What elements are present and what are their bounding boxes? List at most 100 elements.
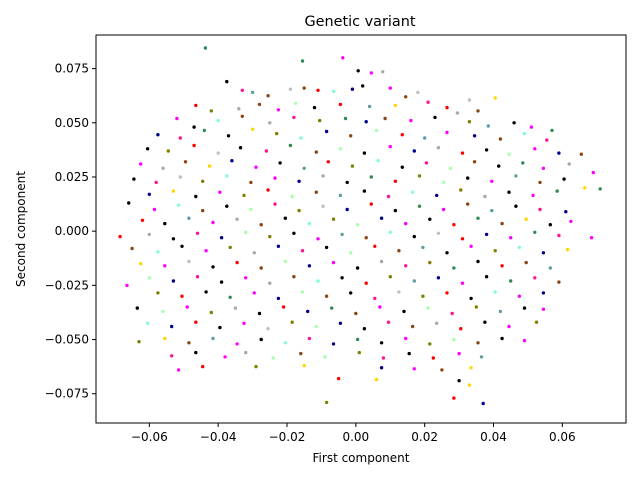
data-point-76 — [314, 150, 318, 154]
data-point-171 — [259, 223, 263, 227]
plot-area-frame — [95, 34, 627, 424]
data-point-325 — [428, 342, 432, 346]
data-point-300 — [242, 321, 246, 325]
data-point-140 — [410, 190, 415, 194]
data-point-344 — [201, 364, 205, 369]
x-axis-title: First component — [313, 451, 410, 465]
data-point-231 — [307, 264, 312, 268]
data-point-148 — [152, 207, 157, 212]
data-point-163 — [514, 204, 518, 208]
data-point-275 — [493, 290, 497, 294]
data-point-301 — [266, 327, 270, 331]
data-point-32 — [445, 105, 449, 110]
data-point-197 — [412, 234, 416, 239]
data-point-12 — [316, 88, 320, 93]
data-point-351 — [336, 376, 341, 381]
data-point-213 — [324, 245, 329, 250]
y-tick-label: 0.050 — [55, 116, 89, 130]
data-point-237 — [452, 266, 456, 270]
data-point-299 — [218, 325, 222, 330]
data-point-186 — [147, 232, 151, 237]
data-point-152 — [249, 207, 253, 212]
data-point-167 — [163, 221, 167, 226]
data-point-247 — [268, 281, 272, 285]
data-point-279 — [161, 309, 165, 314]
data-point-20 — [493, 96, 497, 100]
data-point-54 — [202, 128, 207, 133]
data-point-87 — [579, 152, 583, 156]
x-tick-label: −0.04 — [200, 430, 237, 444]
data-point-68 — [545, 138, 549, 142]
data-point-141 — [435, 193, 439, 198]
data-point-335 — [299, 351, 303, 356]
data-point-246 — [244, 276, 248, 280]
data-point-281 — [209, 310, 213, 315]
data-point-169 — [211, 220, 215, 225]
data-point-108 — [132, 177, 136, 181]
data-point-264 — [228, 295, 232, 299]
data-point-238 — [476, 259, 480, 264]
data-point-209 — [228, 245, 232, 250]
data-point-161 — [466, 202, 470, 206]
data-point-109 — [154, 180, 158, 185]
data-point-107 — [591, 170, 595, 175]
data-point-38 — [240, 114, 244, 119]
data-point-227 — [211, 265, 215, 269]
data-point-92 — [230, 159, 234, 163]
data-point-134 — [266, 188, 270, 192]
data-point-155 — [321, 204, 325, 208]
data-point-290 — [426, 306, 430, 310]
data-point-90 — [183, 160, 188, 164]
data-point-74 — [264, 149, 269, 153]
y-axis-title: Second component — [14, 171, 28, 287]
data-point-272 — [421, 294, 425, 298]
data-point-277 — [541, 291, 546, 295]
data-point-285 — [306, 309, 310, 314]
data-point-190 — [244, 230, 248, 234]
data-point-25 — [276, 108, 281, 112]
data-point-168 — [187, 216, 191, 220]
data-point-352 — [374, 377, 379, 382]
data-point-284 — [281, 305, 286, 309]
data-point-286 — [330, 306, 334, 310]
data-point-338 — [381, 356, 386, 360]
data-point-332 — [223, 355, 227, 359]
data-point-329 — [522, 338, 527, 343]
data-point-160 — [441, 207, 446, 212]
data-point-29 — [367, 104, 372, 109]
data-point-174 — [331, 217, 336, 221]
data-point-356 — [452, 396, 456, 400]
data-point-70 — [166, 149, 170, 153]
x-tick-label: 0.06 — [549, 430, 576, 444]
data-point-156 — [345, 207, 349, 212]
data-point-178 — [428, 217, 432, 221]
data-point-127 — [583, 186, 587, 190]
data-point-47 — [467, 120, 472, 124]
data-point-2 — [341, 56, 345, 60]
data-point-34 — [476, 109, 480, 113]
data-point-89 — [161, 166, 165, 170]
data-point-93 — [254, 165, 258, 169]
data-point-210 — [252, 251, 256, 255]
data-point-162 — [490, 208, 494, 213]
data-point-100 — [424, 161, 429, 165]
x-tick-label: −0.02 — [269, 430, 306, 444]
y-tick-label: −0.025 — [45, 278, 89, 292]
data-point-137 — [338, 193, 343, 198]
data-point-55 — [226, 134, 231, 138]
data-point-318 — [259, 337, 263, 342]
data-point-28 — [338, 102, 343, 107]
data-point-240 — [524, 260, 528, 265]
data-point-337 — [357, 350, 361, 355]
data-point-23 — [237, 107, 241, 111]
data-point-342 — [479, 355, 484, 359]
data-point-128 — [598, 187, 602, 191]
data-point-30 — [393, 103, 398, 108]
y-tick-label: 0.075 — [55, 62, 89, 76]
data-point-323 — [379, 341, 384, 345]
data-point-10 — [288, 87, 293, 91]
data-point-252 — [388, 275, 392, 279]
y-tick-label: −0.050 — [45, 333, 89, 347]
data-point-37 — [216, 118, 220, 123]
